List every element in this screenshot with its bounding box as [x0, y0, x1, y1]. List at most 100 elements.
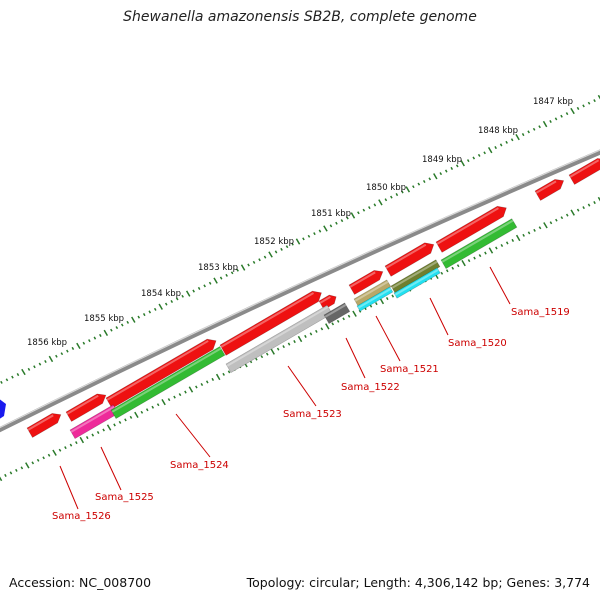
- inner-scale-tick: [495, 246, 498, 250]
- outer-scale-tick: [33, 365, 36, 369]
- gene-leader-line: [375, 315, 401, 362]
- gene-label[interactable]: Sama_1524: [170, 460, 229, 471]
- inner-scale-tick: [129, 415, 133, 419]
- outer-scale-tick: [510, 138, 514, 142]
- gene-label[interactable]: Sama_1522: [341, 382, 400, 393]
- outer-scale-tick: [21, 368, 26, 376]
- outer-scale-tick: [384, 198, 388, 202]
- outer-scale-tick: [263, 255, 267, 259]
- outer-scale-tick: [477, 153, 481, 157]
- kbp-label: 1853 kbp: [198, 263, 238, 273]
- gene-sama-1525-cog-box-shine: [70, 405, 115, 433]
- gene-label[interactable]: Sama_1525: [95, 492, 154, 503]
- outer-scale-tick: [412, 185, 415, 189]
- gene-leader-line: [429, 297, 449, 336]
- inner-scale-tick: [461, 260, 466, 267]
- gene-sama-1525-feature-shine: [66, 394, 99, 415]
- gene-sama-1522-cog-box-shine: [324, 303, 347, 318]
- outer-scale-tick: [532, 127, 536, 131]
- inner-scale-tick: [36, 458, 40, 462]
- gene-label[interactable]: Sama_1519: [511, 307, 570, 318]
- gene-sama-1521-cog-box: [353, 279, 392, 307]
- outer-scale-tick: [137, 315, 141, 319]
- gene-sama-1526-feature: [26, 413, 62, 438]
- inner-scale-tick: [576, 208, 580, 212]
- inner-scale-tick: [484, 251, 487, 255]
- outer-scale-tick: [153, 307, 157, 311]
- outer-scale-tick: [350, 212, 356, 219]
- gene-sama-1521-cog-box-shine: [354, 280, 389, 302]
- outer-scale-tick: [560, 114, 563, 118]
- outer-scale-tick: [158, 303, 163, 310]
- gene-next-2-feature: [568, 158, 600, 185]
- inner-scale-tick: [113, 423, 116, 427]
- inner-scale-tick: [293, 340, 296, 344]
- inner-scale-tick: [151, 405, 155, 409]
- accession-text: Accession: NC_008700: [9, 575, 152, 590]
- gene-label[interactable]: Sama_1520: [448, 338, 507, 349]
- outer-scale-tick: [362, 208, 366, 212]
- outer-scale-tick: [593, 99, 596, 103]
- outer-scale-tick: [126, 320, 130, 324]
- outer-scale-tick: [148, 310, 152, 314]
- inner-scale-tick: [375, 302, 378, 306]
- outer-scale-tick: [460, 160, 465, 167]
- outer-scale-tick: [444, 169, 448, 173]
- inner-scale-tick: [315, 329, 318, 333]
- inner-scale-tick: [473, 256, 476, 260]
- inner-scale-tick: [31, 461, 35, 465]
- outer-scale-tick: [236, 268, 239, 272]
- inner-scale-tick: [331, 322, 335, 326]
- outer-scale-tick: [103, 329, 109, 336]
- gene-sama-1521-feature-shine: [349, 271, 376, 288]
- outer-scale-tick: [185, 290, 191, 297]
- inner-scale-tick: [184, 390, 187, 394]
- inner-scale-tick: [451, 266, 455, 270]
- inner-scale-tick: [222, 372, 225, 376]
- gene-label[interactable]: Sama_1521: [380, 364, 439, 375]
- gene-leader-line: [287, 365, 317, 407]
- outer-scale-tick: [554, 117, 558, 121]
- gene-next-1-feature: [534, 179, 565, 201]
- outer-scale-tick: [433, 173, 438, 180]
- inner-scale-tick: [255, 357, 258, 361]
- inner-scale-tick: [0, 476, 3, 482]
- inner-scale-tick: [467, 259, 471, 263]
- inner-scale-tick: [145, 408, 149, 412]
- outer-scale-tick: [16, 373, 20, 377]
- inner-scale-tick: [347, 314, 351, 318]
- inner-scale-tick: [4, 473, 7, 477]
- kbp-label: 1849 kbp: [422, 155, 462, 165]
- outer-scale-tick: [542, 120, 548, 128]
- gene-label[interactable]: Sama_1526: [52, 511, 111, 522]
- inner-scale-tick: [352, 310, 357, 317]
- gene-sama-1524-feature-shine: [106, 340, 209, 401]
- inner-scale-tick: [391, 294, 395, 298]
- outer-scale-tick: [88, 339, 91, 343]
- outer-scale-tick: [38, 362, 42, 366]
- outer-scale-tick: [208, 281, 212, 285]
- inner-scale-tick: [478, 254, 482, 258]
- inner-scale-tick: [587, 203, 591, 207]
- outer-scale-tick: [192, 289, 195, 293]
- outer-scale-tick: [527, 130, 530, 134]
- outer-scale-tick: [505, 140, 508, 144]
- inner-scale-tick: [320, 327, 324, 331]
- inner-scale-tick: [52, 449, 57, 456]
- outer-scale-tick: [0, 380, 3, 384]
- gene-sama-1519-cog-box-shine: [441, 219, 514, 263]
- outer-scale-tick: [582, 104, 585, 108]
- inner-scale-tick: [64, 446, 67, 450]
- inner-scale-tick: [309, 332, 313, 336]
- inner-scale-tick: [500, 244, 504, 247]
- inner-scale-tick: [134, 411, 139, 418]
- kbp-label: 1848 kbp: [478, 126, 518, 136]
- gene-sama-1524-cog-box: [110, 346, 226, 420]
- gene-next-2-feature-shine: [569, 159, 600, 178]
- outer-scale-tick: [313, 232, 316, 236]
- inner-scale-tick: [570, 209, 575, 216]
- gene-sama-1521-feature: [348, 270, 384, 295]
- inner-scale-tick: [96, 431, 100, 434]
- gene-label[interactable]: Sama_1523: [283, 409, 342, 420]
- outer-scale-tick: [258, 258, 261, 262]
